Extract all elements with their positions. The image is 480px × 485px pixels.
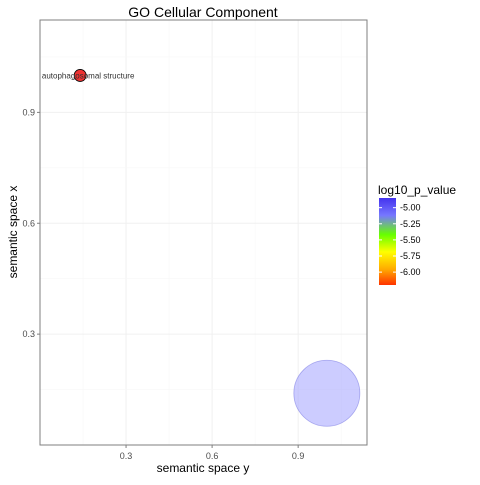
legend-ticks: -5.00 -5.25 -5.50 -5.75 -6.00 xyxy=(379,203,421,277)
x-axis-label: semantic space y xyxy=(157,461,250,475)
color-legend: log10_p_value -5.00 -5.25 -5.50 -5.75 -6.00 xyxy=(378,183,456,285)
plot-border xyxy=(39,19,368,446)
y-tick-label: 0.3 xyxy=(22,329,35,339)
x-tick-label: 0.6 xyxy=(206,451,219,461)
x-tick-label: 0.9 xyxy=(292,451,305,461)
chart-title: GO Cellular Component xyxy=(128,4,278,20)
data-point-2 xyxy=(293,359,361,427)
x-tick-label: 0.3 xyxy=(120,451,133,461)
legend-colorbar xyxy=(379,198,396,285)
data-point-1 xyxy=(73,69,87,82)
legend-tick-label: -5.75 xyxy=(400,251,421,261)
legend-tick-label: -5.50 xyxy=(400,235,421,245)
y-axis-label: semantic space x xyxy=(6,186,20,279)
y-tick-label: 0.9 xyxy=(22,107,35,117)
legend-title: log10_p_value xyxy=(378,183,456,197)
legend-tick-label: -5.25 xyxy=(400,219,421,229)
y-axis: 0.3 0.6 0.9 xyxy=(22,107,40,339)
legend-tick-label: -5.00 xyxy=(400,203,421,213)
data-points xyxy=(73,69,361,427)
grid-lines xyxy=(40,20,367,445)
x-axis: 0.3 0.6 0.9 xyxy=(120,445,305,461)
point-label: autophagosomal structure xyxy=(42,71,135,80)
legend-tick-label: -6.00 xyxy=(400,267,421,277)
point-labels: autophagosomal structure xyxy=(42,71,135,80)
y-tick-label: 0.6 xyxy=(22,218,35,228)
